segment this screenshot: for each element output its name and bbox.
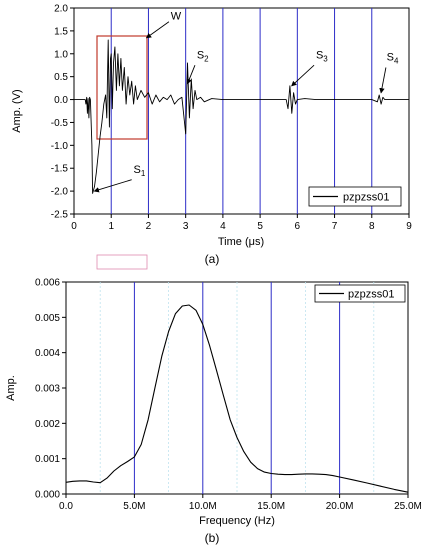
panel-b-y-tick-label: 0.006 (35, 278, 60, 289)
panel-a-y-tick-label: -2.5 (51, 210, 69, 221)
panel-b-y-tick-label: 0.004 (35, 348, 60, 359)
panel-a-series-line (74, 39, 409, 194)
panel-a-x-tick-label: 1 (108, 221, 114, 232)
panel-a-x-tick-label: 0 (71, 221, 77, 232)
panel-b-x-tick-label: 5.0M (123, 501, 145, 512)
panel-a-annotation: S1 (134, 164, 146, 178)
panel-b-y-tick-label: 0.003 (35, 384, 60, 395)
panel-a-annotation: S2 (197, 49, 209, 63)
panel-a-y-tick-label: 1.0 (54, 49, 68, 60)
panel-a-chart: 0 1 2 3 4 5 6 7 8 9 -2.5 -2.0 -1.5 -1.0 -0.5 0.0 0.5 1.0 1… (11, 4, 412, 270)
panel-b-y-tick-label: 0.001 (35, 454, 60, 465)
panel-b-x-tick-label: 25.0M (394, 501, 422, 512)
panel-a-x-tick-label: 9 (406, 221, 412, 232)
panel-a-annotation-arrow (291, 64, 315, 87)
panel-a-legend-label: pzpzss01 (343, 192, 389, 204)
panel-b-y-tick-label: 0.005 (35, 313, 60, 324)
panel-a-y-tick-label: 1.5 (54, 26, 68, 37)
panel-a-y-tick-label: -1.5 (51, 164, 69, 175)
panel-a-series (74, 39, 409, 194)
panel-a-y-tick-label: 0.5 (54, 72, 68, 83)
panel-a-annotation: S4 (387, 52, 399, 66)
panel-a-x-tick-label: 2 (146, 221, 152, 232)
panel-a-x-tick-label: 4 (220, 221, 226, 232)
panel-a-plot-frame (73, 7, 410, 215)
panel-a-label: (a) (205, 252, 220, 266)
panel-a-x-tick-label: 7 (332, 221, 338, 232)
panel-b-series (65, 304, 409, 493)
panel-a-y-tick-label: 2.0 (54, 4, 68, 15)
panel-a-y-tick-label: -1.0 (51, 141, 69, 152)
panel-b-label: (b) (205, 531, 220, 545)
panel-b-x-tick-label: 10.0M (189, 501, 217, 512)
panel-b-x-tick-label: 0.0 (59, 501, 73, 512)
panel-a-annotation-arrow (93, 179, 132, 193)
panel-b-legend-label: pzpzss01 (348, 289, 394, 301)
panel-a-annotations: W S1 S2 S3 S4 (93, 10, 399, 193)
panel-a-legend-box (308, 186, 402, 207)
panel-a-y-tick-label: -2.0 (51, 187, 69, 198)
w-highlight-box (96, 35, 148, 140)
panel-b-legend: pzpzss01 (314, 284, 406, 303)
panel-b-xlabel: Frequency (Hz) (199, 515, 275, 527)
panel-b-series-line (65, 304, 409, 493)
panel-a-y-tick-label: 0.0 (54, 95, 68, 106)
panel-a-gridlines (110, 8, 373, 214)
panel-a-x-tick-label: 3 (183, 221, 189, 232)
panel-b-gridlines (99, 282, 375, 494)
panel-b-y-tick-label: 0.002 (35, 419, 60, 430)
w-highlight-echo (96, 254, 148, 270)
panel-a-x-tick-label: 8 (369, 221, 375, 232)
panel-a-annotation-arrow (145, 21, 170, 39)
panel-b-ticks: 0.0 5.0M 10.0M 15.0M 20.0M 25.0M 0.000 0.001 0.0… (35, 278, 422, 513)
panel-a-legend: pzpzss01 (308, 186, 402, 207)
panel-a-w-window (96, 35, 148, 270)
panel-b-chart: 0.0 5.0M 10.0M 15.0M 20.0M 25.0M 0.000 0.001 0.0… (5, 278, 422, 546)
panel-a-x-tick-label: 5 (257, 221, 263, 232)
panel-a-ticks: 0 1 2 3 4 5 6 7 8 9 -2.5 -2.0 -1.5 -1.0 -0.5 0.0 0.5 1.0 1… (51, 4, 412, 233)
panel-b-legend-box (314, 284, 406, 303)
panel-b-x-tick-label: 15.0M (257, 501, 285, 512)
panel-a-ylabel: Amp. (V) (11, 89, 23, 132)
panel-a-annotation: W (171, 10, 182, 22)
panel-a-xlabel: Time (μs) (218, 236, 264, 248)
panel-b-y-tick-label: 0.000 (35, 490, 60, 501)
panel-a-annotation-arrow (186, 65, 196, 85)
panel-b-ylabel: Amp. (5, 375, 17, 401)
panel-a-annotation: S3 (316, 49, 328, 63)
panel-a-annotation-arrow (379, 67, 387, 94)
panel-b-x-tick-label: 20.0M (326, 501, 354, 512)
panel-a-x-tick-label: 6 (295, 221, 301, 232)
panel-a-y-tick-label: -0.5 (51, 118, 69, 129)
